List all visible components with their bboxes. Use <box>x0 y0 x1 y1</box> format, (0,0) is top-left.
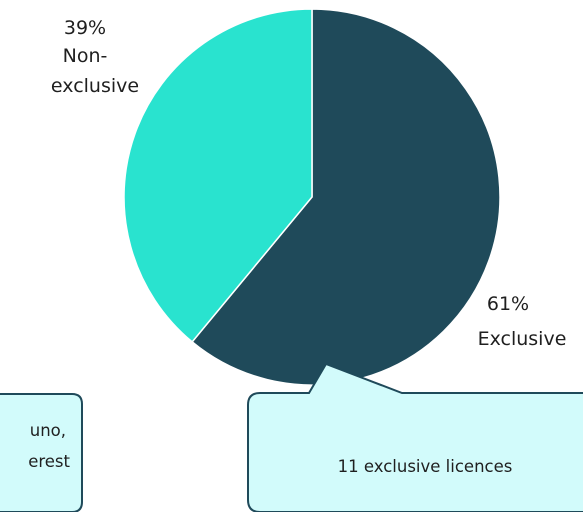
pie-slice-exclusive <box>191 8 501 386</box>
exclusive-name-label: Exclusive <box>478 328 567 350</box>
pie-slice-non-exclusive <box>123 8 313 343</box>
right-callout-text: 11 exclusive licences <box>338 457 513 476</box>
non-exclusive-name-label-line1: Non- <box>63 45 108 67</box>
non-exclusive-name-label-line2: exclusive <box>51 75 139 97</box>
non-exclusive-percent-label: 39% <box>64 17 106 39</box>
exclusive-percent-label: 61% <box>487 293 529 315</box>
left-callout-text-line2: erest <box>28 452 70 471</box>
right-callout-box <box>247 362 583 512</box>
left-callout-text-line1: uno, <box>30 421 66 440</box>
